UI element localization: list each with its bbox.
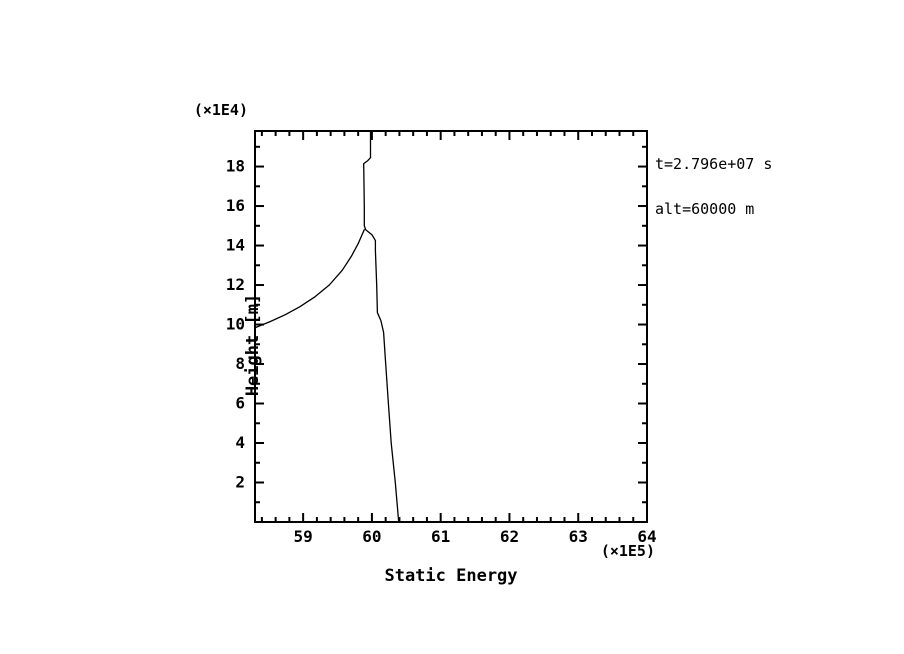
plot-frame xyxy=(254,130,648,523)
x-tick-label: 63 xyxy=(569,527,588,546)
annotation-time: t=2.796e+07 s xyxy=(655,155,773,173)
y-axis-scale-note: (×1E4) xyxy=(193,101,248,119)
annotation-altitude: alt=60000 m xyxy=(655,200,755,218)
y-tick-label: 14 xyxy=(226,236,245,255)
x-tick-label: 64 xyxy=(637,527,656,546)
y-tick-label: 16 xyxy=(226,196,245,215)
x-tick-label: 62 xyxy=(500,527,519,546)
y-tick-label: 8 xyxy=(235,354,245,373)
x-tick-label: 60 xyxy=(362,527,381,546)
y-tick-label: 6 xyxy=(235,394,245,413)
x-tick-label: 59 xyxy=(294,527,313,546)
y-axis-title-text: Height [m] xyxy=(242,293,263,397)
y-tick-label: 12 xyxy=(226,275,245,294)
x-tick-label: 61 xyxy=(431,527,450,546)
series-profile xyxy=(363,130,400,523)
y-tick-label: 4 xyxy=(235,433,245,452)
y-tick-label: 2 xyxy=(235,473,245,492)
y-tick-label: 10 xyxy=(226,315,245,334)
x-axis-title: Static Energy xyxy=(384,566,518,586)
x-axis-scale-note: (×1E5) xyxy=(600,542,655,560)
annotation-block: t=2.796e+07 s alt=60000 m xyxy=(655,127,772,247)
y-tick-label: 18 xyxy=(226,157,245,176)
series-left-branch xyxy=(255,229,365,329)
